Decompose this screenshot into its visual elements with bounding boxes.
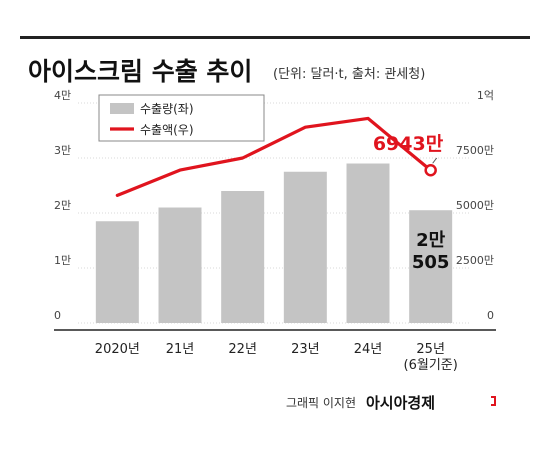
bar	[158, 207, 202, 323]
bar	[409, 210, 453, 323]
x-tick-label: 25년	[416, 342, 445, 357]
chart-subtitle: (단위: 달러·t, 출처: 관세청)	[273, 67, 425, 82]
brand-logo: 아시아경제	[366, 394, 435, 412]
x-tick-label: 24년	[354, 342, 383, 357]
bar-value-label: 505	[412, 252, 450, 273]
bar	[283, 171, 327, 323]
bars	[95, 163, 453, 323]
x-tick-label: (6월기준)	[404, 358, 458, 373]
line-series-path	[115, 116, 433, 197]
x-tick-label: 23년	[291, 342, 320, 357]
left-tick-label: 1만	[54, 254, 71, 267]
axes: 0 0 1만 2500만 2만 5000만 3만 7500만 4만 1억 2020년 21년 22년 23…	[54, 89, 496, 373]
chart-title: 아이스크림 수출 추이	[28, 57, 252, 86]
line-value-label: 6943만	[373, 133, 444, 155]
bar	[95, 221, 139, 323]
x-tick-label: 2020년	[95, 342, 140, 357]
right-tick-label: 0	[487, 309, 494, 322]
right-tick-label: 1억	[477, 89, 494, 102]
x-tick-label: 21년	[166, 342, 195, 357]
x-tick-label: 22년	[228, 342, 257, 357]
left-tick-label: 3만	[54, 144, 71, 157]
right-tick-label: 2500만	[456, 254, 494, 267]
right-tick-label: 7500만	[456, 144, 494, 157]
left-tick-label: 0	[54, 309, 61, 322]
bar	[221, 191, 265, 323]
bar-value-label: 2만	[416, 230, 446, 251]
graphic-credit: 그래픽 이지현	[286, 396, 356, 410]
right-tick-label: 5000만	[456, 199, 494, 212]
legend-box	[98, 94, 265, 142]
line-point	[424, 164, 437, 177]
label-leader-line	[432, 157, 438, 164]
title-rule	[20, 36, 530, 39]
legend-label-volume: 수출량(좌)	[140, 102, 194, 116]
left-tick-label: 2만	[54, 199, 71, 212]
line-series	[115, 116, 437, 197]
brand-mark-icon	[491, 396, 496, 406]
bar	[346, 163, 390, 323]
legend: 수출량(좌) 수출액(우)	[98, 94, 265, 142]
left-tick-label: 4만	[54, 89, 71, 102]
legend-swatch-bar	[110, 103, 134, 114]
legend-label-value: 수출액(우)	[140, 123, 194, 137]
grid-lines	[78, 102, 470, 324]
